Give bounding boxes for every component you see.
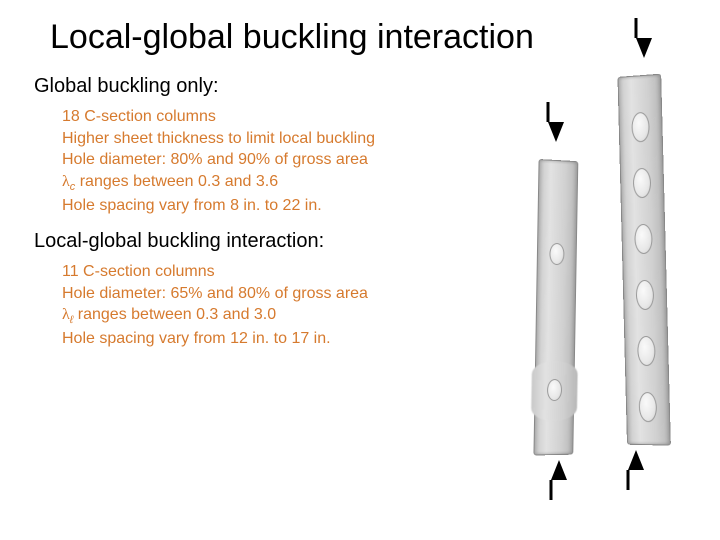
section1-bullets: 18 C-section columns Higher sheet thickn…	[62, 106, 375, 216]
section2-bullets: 11 C-section columns Hole diameter: 65% …	[62, 261, 368, 350]
bullet: Hole diameter: 65% and 80% of gross area	[62, 283, 368, 305]
section-local-global: Local-global buckling interaction: 11 C-…	[34, 230, 368, 350]
bullet: Hole spacing vary from 12 in. to 17 in.	[62, 328, 368, 350]
column-hole	[634, 224, 653, 255]
column-hole	[636, 280, 655, 310]
bullet: Higher sheet thickness to limit local bu…	[62, 128, 375, 150]
section1-heading: Global buckling only:	[34, 75, 375, 98]
bullet: 11 C-section columns	[62, 261, 368, 283]
column-hole	[637, 336, 656, 366]
column-hole	[549, 243, 564, 265]
bullet: λℓ ranges between 0.3 and 3.0	[62, 304, 368, 328]
column-hole	[631, 112, 650, 143]
column-short	[533, 159, 578, 456]
bullet-tail: ranges between 0.3 and 3.6	[75, 173, 278, 190]
section-global-only: Global buckling only: 18 C-section colum…	[34, 75, 375, 216]
page-title: Local-global buckling interaction	[50, 18, 534, 57]
bullet: λc ranges between 0.3 and 3.6	[62, 171, 375, 195]
column-hole	[633, 168, 652, 199]
column-tall	[617, 74, 670, 446]
bullet: Hole spacing vary from 8 in. to 22 in.	[62, 195, 375, 217]
column-hole	[638, 392, 657, 422]
bullet: Hole diameter: 80% and 90% of gross area	[62, 149, 375, 171]
bullet-tail: ranges between 0.3 and 3.0	[73, 306, 276, 323]
section2-heading: Local-global buckling interaction:	[34, 230, 368, 253]
bullet: 18 C-section columns	[62, 106, 375, 128]
